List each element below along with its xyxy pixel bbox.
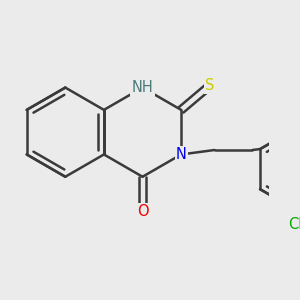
Text: S: S [206, 78, 215, 93]
Text: Cl: Cl [288, 218, 300, 232]
Text: O: O [137, 204, 148, 219]
Text: NH: NH [132, 80, 153, 95]
Text: N: N [176, 147, 187, 162]
